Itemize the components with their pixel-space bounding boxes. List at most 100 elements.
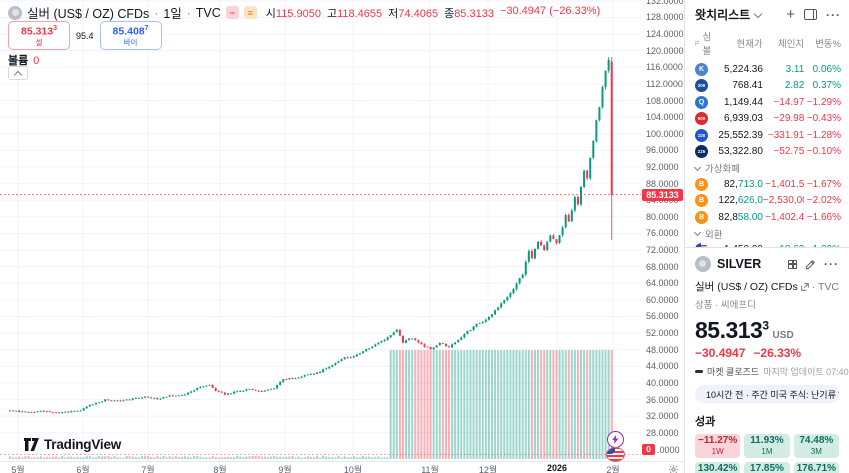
symbol-details-panel: SILVER ··· 실버 (US$ / OZ) CFDs · TVC 상품 ·… <box>684 247 849 473</box>
price-tick: 100.0000 <box>646 128 684 139</box>
watchlist-title-dropdown[interactable]: 왓치리스트 <box>695 6 763 23</box>
watchlist-row-kospi[interactable]: KKOSPI•5,224.363.110.06% <box>685 61 849 78</box>
symbol-logo-icon: 500 <box>695 112 708 126</box>
performance-chip-1m[interactable]: 11.93% 1M <box>744 434 790 458</box>
collapse-pane-button[interactable] <box>8 66 28 80</box>
chart-legend[interactable]: 실버 (US$ / OZ) CFDs · 1일 · TVC − ≡ 시115.9… <box>8 3 600 22</box>
volume-indicator-label[interactable]: 볼륨 0 <box>8 55 40 67</box>
ohlc-item: 고118.4655 <box>326 7 383 20</box>
change-value: 3.11 <box>785 63 805 75</box>
details-change: −30.4947 −26.33% <box>695 346 802 360</box>
price-tick: 48.0000 <box>646 344 679 355</box>
candlestick-chart[interactable] <box>0 0 641 461</box>
symbol-logo-icon: 200 <box>695 79 708 93</box>
watchlist-row-btcusdt[interactable]: BBTCUSDT82,858.00−1,402.4−1.66% <box>685 209 849 226</box>
details-symbol-title: SILVER <box>717 257 762 271</box>
chevron-up-icon <box>13 70 23 79</box>
price-tick: 68.0000 <box>646 261 679 272</box>
minimized-indicator-icon[interactable]: − <box>225 6 239 19</box>
spread-value: 95.4 <box>76 30 94 41</box>
us-market-globe-icon[interactable] <box>606 447 625 462</box>
exchange-label[interactable]: TVC <box>195 5 221 20</box>
watchlist-column-headers: 심볼 현재가 체인지 변동% <box>685 27 849 61</box>
time-tick: 2월 <box>606 465 620 473</box>
price-tick: 116.0000 <box>646 62 683 73</box>
last-price: 768.41 <box>732 80 763 92</box>
edit-icon[interactable] <box>805 259 816 270</box>
price-tick: 88.0000 <box>646 178 679 189</box>
panel-layout-icon[interactable] <box>804 9 817 20</box>
lightning-events-button[interactable] <box>607 431 624 448</box>
price-tick: 124.0000 <box>646 29 684 40</box>
watchlist-row-ni225[interactable]: 225NI225•53,322.80−52.75−0.10% <box>685 144 849 161</box>
change-percent: −0.10% <box>806 146 841 158</box>
gear-icon[interactable] <box>668 462 679 473</box>
time-tick: 2026 <box>546 463 568 473</box>
sell-button[interactable]: 85.3133 셀 <box>8 21 70 50</box>
more-options-icon[interactable]: ··· <box>824 257 839 271</box>
price-tick: 112.0000 <box>646 78 683 89</box>
time-tick: 11월 <box>421 465 439 473</box>
symbol-logo-icon: B <box>695 177 708 191</box>
more-options-icon[interactable]: ··· <box>826 7 841 22</box>
price-tick: 28.0000 <box>646 427 679 438</box>
price-tick: 52.0000 <box>646 328 679 339</box>
watchlist-row-btckrw[interactable]: BBTCKRW122,626,0−2,530,00−2.02% <box>685 193 849 210</box>
change-value: 2.82 <box>784 80 805 92</box>
last-price: 1,149.44 <box>723 96 763 108</box>
performance-chip-1y[interactable]: 176.71%1Y <box>793 462 839 473</box>
price-tick-partial: .0000 <box>657 445 680 455</box>
last-price: 82,858.00 <box>718 211 763 223</box>
change-value: −14.97 <box>773 96 805 108</box>
price-tick: 56.0000 <box>646 311 679 322</box>
performance-chip-6m[interactable]: 130.42%6M <box>695 462 741 473</box>
market-closed-icon <box>695 370 703 373</box>
watchlist-header: 왓치리스트 + ··· <box>685 0 849 27</box>
watchlist-row-ndq[interactable]: 100NDQ•25,552.39−331.91−1.28% <box>685 127 849 144</box>
details-subtitle[interactable]: 실버 (US$ / OZ) CFDs · TVC <box>695 280 839 294</box>
interval-label[interactable]: 1일 <box>163 7 182 21</box>
last-price: 82,713.0 <box>723 178 763 190</box>
time-axis[interactable]: 5월 6월 7월 8월 9월 10월 11월 12월 2026 2월 <box>0 461 684 473</box>
indicator-list-icon[interactable]: ≡ <box>243 6 257 19</box>
price-tick: 128.0000 <box>646 12 684 23</box>
symbol-logo-icon: 100 <box>695 128 708 142</box>
performance-chip-3m[interactable]: 74.48% 3M <box>793 434 839 458</box>
details-currency: USD <box>772 330 794 341</box>
watchlist-row-spx[interactable]: 500SPX•6,939.03−29.98−0.43% <box>685 111 849 128</box>
symbol-logo-icon: B <box>695 210 708 224</box>
lightning-icon <box>612 435 619 444</box>
chevron-right-icon <box>837 391 839 397</box>
watchlist-section-header[interactable]: 외환 <box>685 226 849 242</box>
performance-chip-ytd[interactable]: 17.85%YTD <box>744 462 790 473</box>
external-link-icon[interactable] <box>800 282 809 291</box>
last-price: 5,224.36 <box>723 63 763 75</box>
watchlist-row-btcusd[interactable]: BBTCUSD82,713.0−1,401.5−1.67% <box>685 176 849 193</box>
watchlist-row-kosdaq[interactable]: QKOSDAQ•1,149.44−14.97−1.29% <box>685 94 849 111</box>
price-tick: 96.0000 <box>646 145 679 156</box>
symbol-title[interactable]: 실버 (US$ / OZ) CFDs <box>27 7 150 21</box>
apps-grid-icon[interactable] <box>788 259 797 269</box>
chart-area[interactable]: 132.0000 128.0000 124.0000 120.0000 116.0000… <box>0 0 684 473</box>
price-axis[interactable]: 132.0000 128.0000 124.0000 120.0000 116.0000… <box>641 0 684 461</box>
buy-button[interactable]: 85.4087 바이 <box>99 21 162 50</box>
ohlc-item: 저74.4065 <box>388 7 439 20</box>
volume-zero-badge: 0 <box>642 444 655 455</box>
time-tick: 9월 <box>278 465 292 473</box>
tradingview-logo[interactable]: TradingView <box>24 437 121 452</box>
time-tick: 8월 <box>213 465 227 473</box>
performance-chip-1w[interactable]: −11.27% 1W <box>695 434 741 458</box>
watchlist-section-header[interactable]: 가상화폐 <box>685 160 849 176</box>
price-tick: 64.0000 <box>646 278 679 289</box>
news-pill[interactable]: 10시간 전 · 주간 미국 주식: 난기류 <box>695 385 839 403</box>
watchlist-row-kospi2[interactable]: 200KOSPI2•768.412.820.37% <box>685 78 849 95</box>
details-price: 85.3133 <box>695 317 769 343</box>
price-tick: 76.0000 <box>646 228 679 239</box>
ohlc-item: 시115.9050 <box>265 7 321 20</box>
time-tick: 12월 <box>478 465 498 473</box>
volume-value: 0 <box>33 55 40 67</box>
add-symbol-icon[interactable]: + <box>786 5 795 23</box>
price-tick: 108.0000 <box>646 95 684 106</box>
chevron-down-icon <box>693 228 702 237</box>
